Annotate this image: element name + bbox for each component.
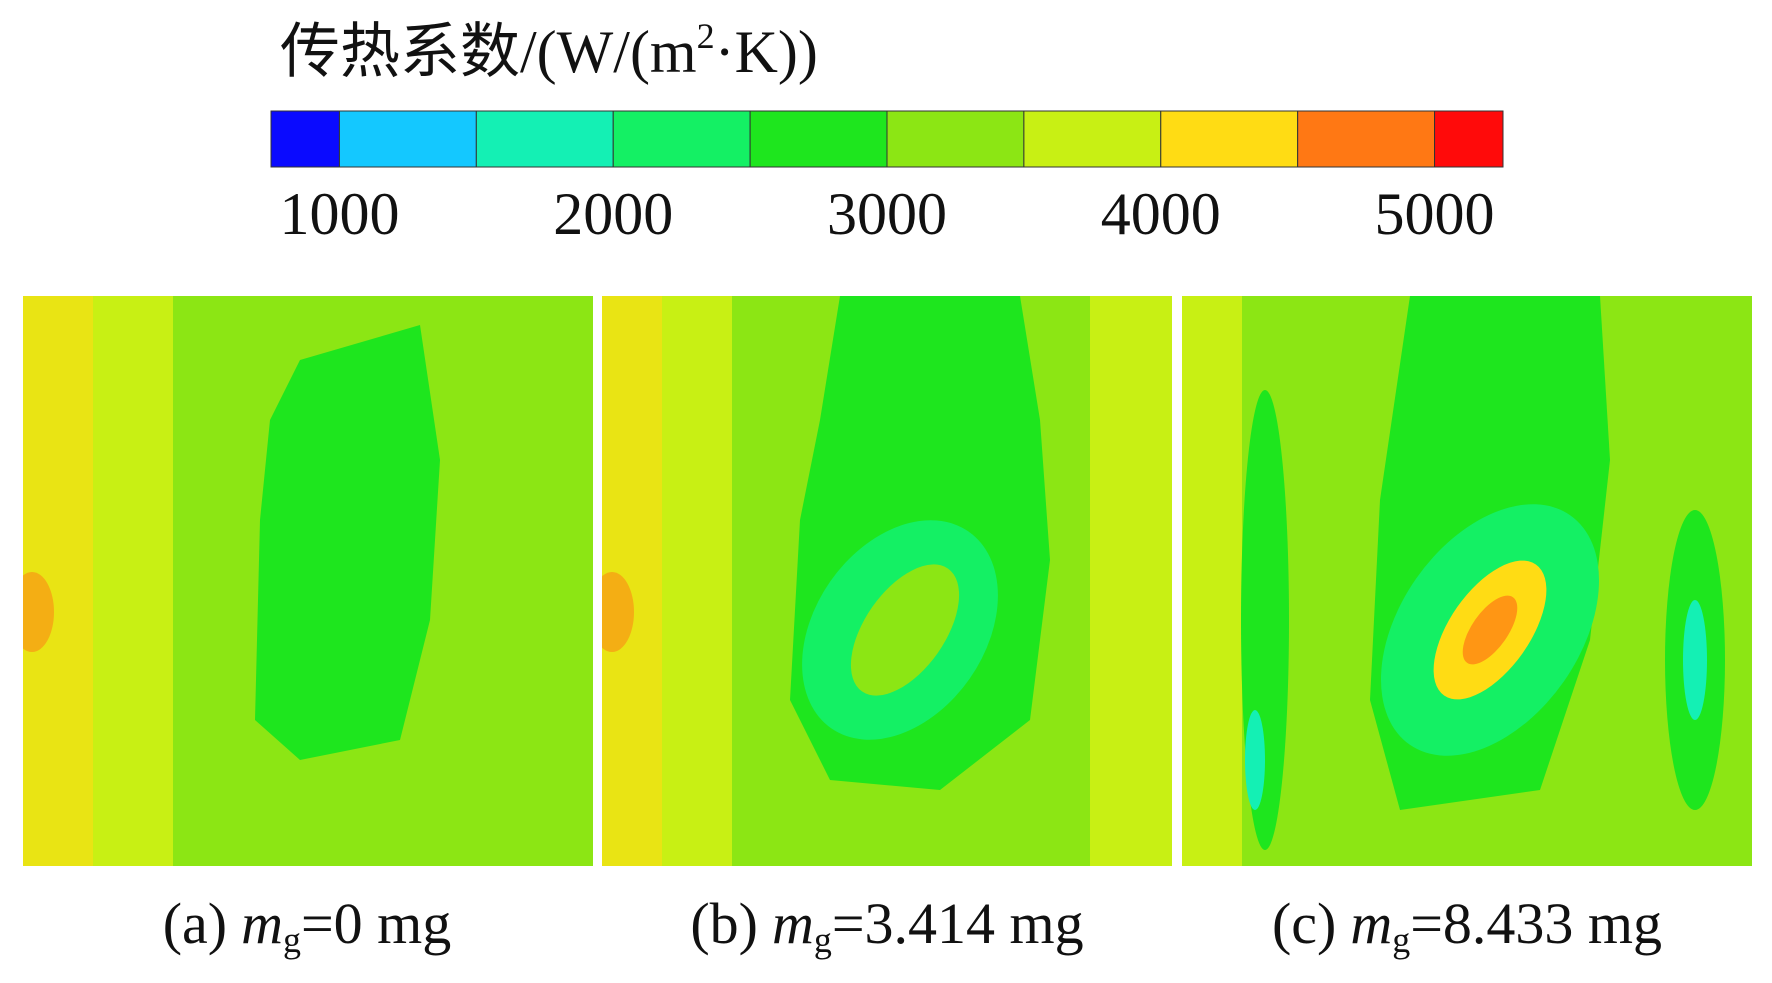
- colorbar-title: 传热系数/(W/(m2·K)): [280, 16, 818, 85]
- tick-label: 2000: [553, 181, 673, 247]
- tick-label: 5000: [1375, 181, 1495, 247]
- panel-b: [602, 296, 1172, 866]
- caption-sub: g: [283, 920, 301, 960]
- caption-label: (b): [690, 891, 758, 956]
- colorbar-segment: [1297, 110, 1436, 168]
- caption-sub: g: [814, 920, 832, 960]
- colorbar-segment: [475, 110, 614, 168]
- colorbar-segment: [1160, 110, 1299, 168]
- caption-var: m: [1350, 891, 1392, 956]
- tick-label: 4000: [1101, 181, 1221, 247]
- panel-c: [1182, 296, 1752, 866]
- panel-caption: (a) mg=0 mg: [163, 891, 452, 960]
- colorbar: 1000 2000 3000 4000 5000: [270, 110, 1504, 247]
- caption-label: (c): [1272, 891, 1336, 956]
- colorbar-segment: [1023, 110, 1162, 168]
- caption-value: =3.414 mg: [832, 891, 1084, 956]
- caption-label: (a): [163, 891, 227, 956]
- panel-caption: (b) mg=3.414 mg: [690, 891, 1083, 960]
- caption-var: m: [241, 891, 283, 956]
- captions: (a) mg=0 mg (b) mg=3.414 mg (c) mg=8.433 mg: [163, 891, 1662, 960]
- colorbar-segment: [749, 110, 888, 168]
- colorbar-segment: [612, 110, 751, 168]
- colorbar-segment: [270, 110, 340, 168]
- panel-caption: (c) mg=8.433 mg: [1272, 891, 1662, 960]
- caption-value: =0 mg: [301, 891, 451, 956]
- tick-label: 1000: [279, 181, 399, 247]
- tick-label: 3000: [827, 181, 947, 247]
- colorbar-segment: [1434, 110, 1504, 168]
- colorbar-segment: [338, 110, 477, 168]
- caption-var: m: [772, 891, 814, 956]
- caption-value: =8.433 mg: [1410, 891, 1662, 956]
- caption-sub: g: [1392, 920, 1410, 960]
- panel-a: [23, 296, 593, 866]
- colorbar-segment: [886, 110, 1025, 168]
